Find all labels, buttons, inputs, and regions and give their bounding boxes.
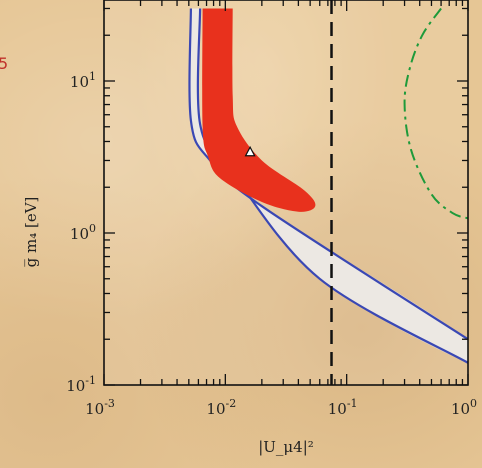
dashdot-limit-curve (403, 7, 468, 220)
x-tick-label: 10-1 (328, 397, 358, 418)
best-fit-marker (244, 145, 256, 157)
tick-label-layer: 10-3 10-2 10-1 100 10-1 100 101 (66, 70, 477, 418)
y-tick-label: 10-1 (66, 374, 96, 395)
allowed-region-outer (189, 8, 468, 363)
x-tick-label: 100 (451, 397, 477, 418)
cropped-label: 5 (0, 54, 8, 73)
x-tick-label: 10-2 (206, 397, 236, 418)
data-layer (188, 0, 468, 385)
y-tick-label: 101 (70, 70, 96, 91)
y-tick-label: 100 (70, 222, 96, 243)
x-tick-label: 10-3 (85, 397, 115, 418)
allowed-region-inner (202, 8, 316, 212)
y-axis-label: g̅ m₄ [eV] (22, 197, 40, 268)
plot-frame (103, 0, 469, 386)
x-axis-label: |U_μ4|² (258, 438, 314, 456)
